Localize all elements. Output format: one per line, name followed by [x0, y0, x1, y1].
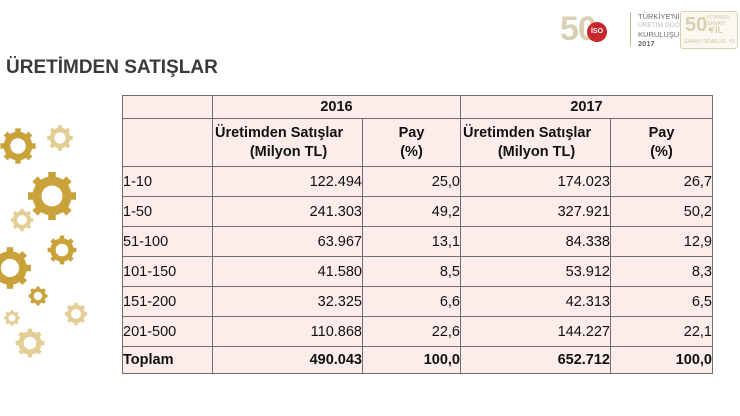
- anniversary-number: 50.: [685, 14, 713, 36]
- logo-divider: [630, 12, 631, 46]
- anniversary-top-text: İSTANBUL SANAYİ: [707, 15, 731, 27]
- sales-2017: 53.912: [460, 256, 611, 287]
- row-label: 1-50: [122, 196, 213, 227]
- total-share-2016: 100,0: [362, 346, 461, 374]
- year-header-2016: 2016: [212, 95, 461, 119]
- logo-year: 2017: [638, 39, 655, 48]
- sales-header-line2: (Milyon TL): [249, 143, 328, 160]
- sales-header-line1: Üretimden Satışlar: [215, 124, 344, 141]
- corner-cell: [122, 95, 213, 119]
- sales-2017: 42.313: [460, 286, 611, 317]
- sales-2016: 110.868: [212, 316, 363, 347]
- sales-header-2016: Üretimden Satışlar (Milyon TL): [212, 118, 363, 167]
- gears-decoration-icon: [0, 118, 92, 363]
- share-header-line2: (%): [650, 143, 673, 160]
- share-2016: 25,0: [362, 166, 461, 197]
- logo-line3: KURULUŞU: [638, 30, 680, 39]
- sales-2017: 144.227: [460, 316, 611, 347]
- row-label: 151-200: [122, 286, 213, 317]
- row-label: 1-10: [122, 166, 213, 197]
- logo-badge: İSO: [587, 22, 607, 42]
- share-2017: 12,9: [610, 226, 713, 257]
- table-row: 1-50 241.303 49,2 327.921 50,2: [122, 196, 713, 227]
- share-2017: 26,7: [610, 166, 713, 197]
- page-title: ÜRETİMDEN SATIŞLAR: [6, 57, 218, 78]
- share-2016: 13,1: [362, 226, 461, 257]
- anniversary-bottom-text: SANAYİ ODASI 50. YIL: [684, 39, 737, 45]
- table-row: 151-200 32.325 6,6 42.313 6,5: [122, 286, 713, 317]
- share-2017: 50,2: [610, 196, 713, 227]
- anniversary-suffix: YIL: [709, 25, 724, 35]
- table-row: 1-10 122.494 25,0 174.023 26,7: [122, 166, 713, 197]
- logo-text: TÜRKİYE'NİN ÜRETİM GÜCÜ ODASI KURULUŞU 2…: [638, 12, 706, 48]
- table-row: 51-100 63.967 13,1 84.338 12,9: [122, 226, 713, 257]
- share-header-line1: Pay: [398, 124, 425, 141]
- total-label: Toplam: [122, 346, 213, 374]
- row-label: 101-150: [122, 256, 213, 287]
- sales-2016: 122.494: [212, 166, 363, 197]
- share-2016: 8,5: [362, 256, 461, 287]
- sales-2016: 241.303: [212, 196, 363, 227]
- share-2017: 8,3: [610, 256, 713, 287]
- share-2016: 49,2: [362, 196, 461, 227]
- sales-2016: 63.967: [212, 226, 363, 257]
- sales-2016: 41.580: [212, 256, 363, 287]
- sales-header-line2: (Milyon TL): [497, 143, 576, 160]
- sales-2017: 84.338: [460, 226, 611, 257]
- sales-2016: 32.325: [212, 286, 363, 317]
- sales-table: 2016 2017 Üretimden Satışlar (Milyon TL)…: [122, 95, 713, 374]
- total-sales-2016: 490.043: [212, 346, 363, 374]
- share-header-line2: (%): [400, 143, 423, 160]
- label-column-header: [122, 118, 213, 167]
- logo-line2: ÜRETİM GÜCÜ ODASI: [638, 22, 706, 29]
- share-header-line1: Pay: [648, 124, 675, 141]
- logo-line1: TÜRKİYE'NİN: [638, 12, 685, 21]
- sales-header-line1: Üretimden Satışlar: [463, 124, 592, 141]
- row-label: 201-500: [122, 316, 213, 347]
- total-sales-2017: 652.712: [460, 346, 611, 374]
- share-header-2016: Pay (%): [362, 118, 461, 167]
- table-row: 101-150 41.580 8,5 53.912 8,3: [122, 256, 713, 287]
- total-share-2017: 100,0: [610, 346, 713, 374]
- share-2016: 22,6: [362, 316, 461, 347]
- year-header-row: 2016 2017: [122, 95, 713, 119]
- share-2017: 22,1: [610, 316, 713, 347]
- sales-header-2017: Üretimden Satışlar (Milyon TL): [460, 118, 611, 167]
- total-row: Toplam 490.043 100,0 652.712 100,0: [122, 346, 713, 374]
- row-label: 51-100: [122, 226, 213, 257]
- year-header-2017: 2017: [460, 95, 713, 119]
- sales-2017: 174.023: [460, 166, 611, 197]
- share-2017: 6,5: [610, 286, 713, 317]
- anniversary-badge: İSTANBUL SANAYİ 50. YIL SANAYİ ODASI 50.…: [680, 11, 738, 49]
- column-header-row: Üretimden Satışlar (Milyon TL) Pay (%) Ü…: [122, 118, 713, 167]
- share-header-2017: Pay (%): [610, 118, 713, 167]
- sales-2017: 327.921: [460, 196, 611, 227]
- share-2016: 6,6: [362, 286, 461, 317]
- table-row: 201-500 110.868 22,6 144.227 22,1: [122, 316, 713, 347]
- logo: 50 İSO TÜRKİYE'NİN ÜRETİM GÜCÜ ODASI KUR…: [560, 8, 740, 50]
